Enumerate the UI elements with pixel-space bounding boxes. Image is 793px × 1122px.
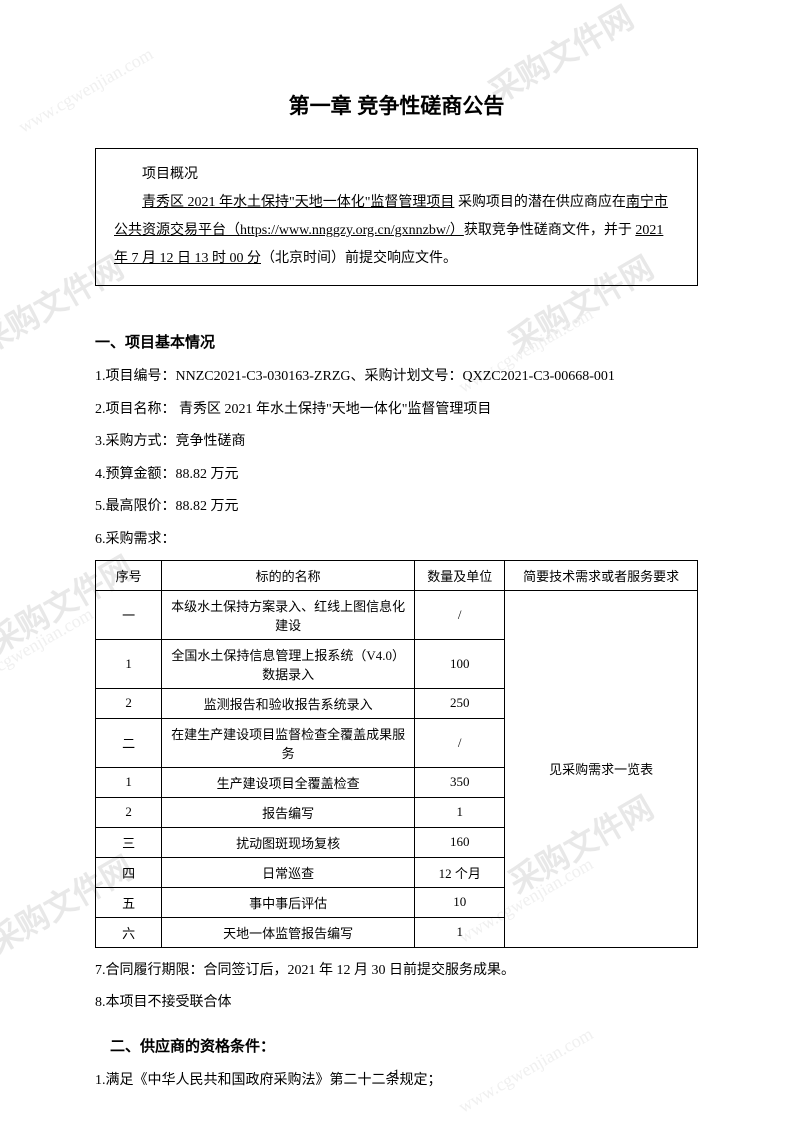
procurement-method: 3.采购方式：竞争性磋商 [95,429,698,456]
cell-name: 生产建设项目全覆盖检查 [162,767,415,797]
cell-qty: 1 [415,797,505,827]
overview-text: 采购项目的潜在供应商应在 [454,195,626,210]
budget-amount: 4.预算金额：88.82 万元 [95,462,698,489]
contract-period: 7.合同履行期限：合同签订后，2021 年 12 月 30 日前提交服务成果。 [95,958,698,985]
table-header-row: 序号 标的的名称 数量及单位 简要技术需求或者服务要求 [96,560,698,590]
cell-req: 见采购需求一览表 [505,590,698,947]
header-seq: 序号 [96,560,162,590]
cell-seq: 五 [96,887,162,917]
overview-content: 青秀区 2021 年水土保持"天地一体化"监督管理项目 采购项目的潜在供应商应在… [114,189,679,273]
project-number: 1.项目编号：NNZC2021-C3-030163-ZRZG、采购计划文号：QX… [95,364,698,391]
cell-name: 报告编写 [162,797,415,827]
cell-qty: 10 [415,887,505,917]
cell-qty: / [415,718,505,767]
section1-heading: 一、项目基本情况 [95,331,698,352]
cell-name: 本级水土保持方案录入、红线上图信息化建设 [162,590,415,639]
cell-name: 在建生产建设项目监督检查全覆盖成果服务 [162,718,415,767]
cell-qty: 12 个月 [415,857,505,887]
cell-qty: 250 [415,688,505,718]
overview-box: 项目概况 青秀区 2021 年水土保持"天地一体化"监督管理项目 采购项目的潜在… [95,148,698,286]
cell-seq: 二 [96,718,162,767]
cell-name: 监测报告和验收报告系统录入 [162,688,415,718]
project-name-underline: 青秀区 2021 年水土保持"天地一体化"监督管理项目 [142,195,454,210]
cell-qty: / [415,590,505,639]
cell-seq: 2 [96,688,162,718]
cell-seq: 一 [96,590,162,639]
table-row: 一 本级水土保持方案录入、红线上图信息化建设 / 见采购需求一览表 [96,590,698,639]
cell-qty: 160 [415,827,505,857]
cell-qty: 350 [415,767,505,797]
cell-name: 全国水土保持信息管理上报系统（V4.0）数据录入 [162,639,415,688]
overview-box-title: 项目概况 [114,161,679,189]
cell-seq: 四 [96,857,162,887]
header-req: 简要技术需求或者服务要求 [505,560,698,590]
cell-name: 日常巡查 [162,857,415,887]
consortium-note: 8.本项目不接受联合体 [95,990,698,1017]
watermark-url: www.cgwenjian.com [0,603,97,697]
cell-seq: 2 [96,797,162,827]
cell-name: 事中事后评估 [162,887,415,917]
cell-seq: 1 [96,767,162,797]
header-name: 标的的名称 [162,560,415,590]
header-qty: 数量及单位 [415,560,505,590]
qualification-1: 1.满足《中华人民共和国政府采购法》第二十二条规定； [95,1068,698,1095]
procurement-need: 6.采购需求： [95,527,698,554]
cell-name: 扰动图斑现场复核 [162,827,415,857]
overview-text: （北京时间）前提交响应文件。 [261,251,457,266]
requirements-table: 序号 标的的名称 数量及单位 简要技术需求或者服务要求 一 本级水土保持方案录入… [95,560,698,948]
chapter-title: 第一章 竞争性磋商公告 [95,90,698,120]
cell-qty: 100 [415,639,505,688]
cell-seq: 1 [96,639,162,688]
cell-seq: 三 [96,827,162,857]
cell-seq: 六 [96,917,162,947]
project-name: 2.项目名称： 青秀区 2021 年水土保持"天地一体化"监督管理项目 [95,397,698,424]
cell-name: 天地一体监管报告编写 [162,917,415,947]
max-price: 5.最高限价：88.82 万元 [95,494,698,521]
section2-heading: 二、供应商的资格条件： [95,1035,698,1056]
cell-qty: 1 [415,917,505,947]
overview-text: 获取竞争性磋商文件，并于 [464,223,636,238]
